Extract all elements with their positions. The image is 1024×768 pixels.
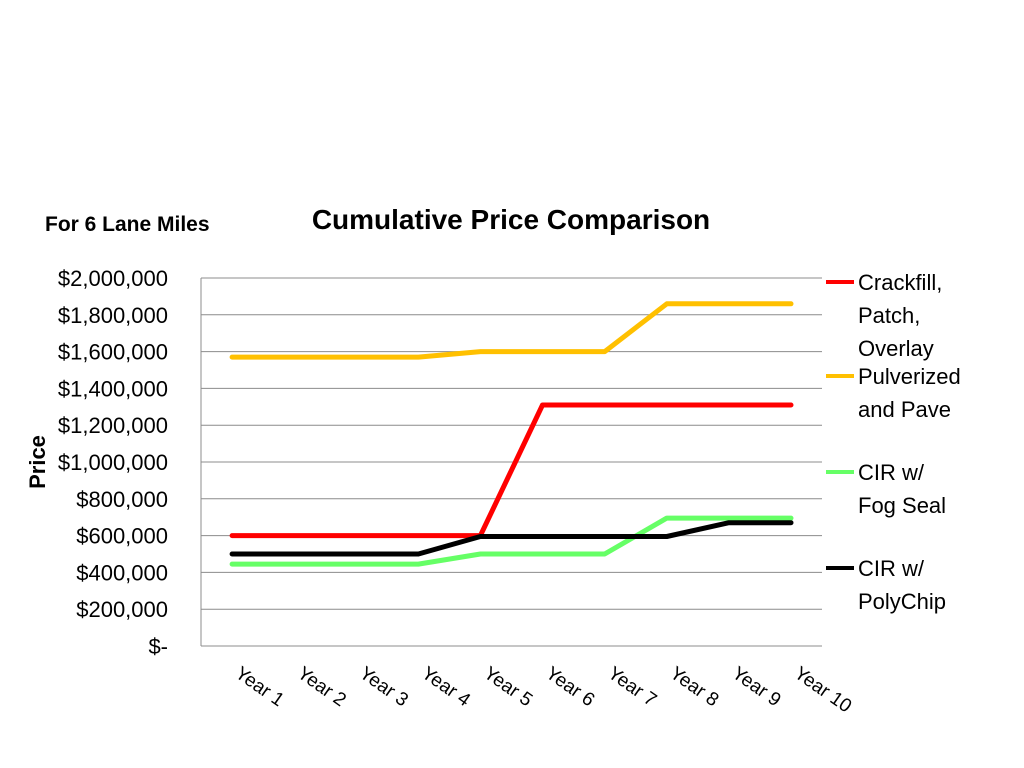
legend-label: Pulverized bbox=[858, 364, 961, 389]
y-tick-label: $1,800,000 bbox=[58, 303, 168, 328]
y-tick-label: $1,600,000 bbox=[58, 340, 168, 365]
y-tick-label: $800,000 bbox=[76, 487, 168, 512]
series-line bbox=[229, 520, 794, 557]
y-tick-label: $1,400,000 bbox=[58, 376, 168, 401]
y-tick-label: $1,200,000 bbox=[58, 413, 168, 438]
legend-label: Crackfill, bbox=[858, 270, 942, 295]
x-tick-label: Year 6 bbox=[542, 663, 598, 711]
y-axis-label: Price bbox=[25, 435, 50, 489]
y-tick-label: $400,000 bbox=[76, 560, 168, 585]
y-tick-label: $2,000,000 bbox=[58, 266, 168, 291]
y-tick-label: $1,000,000 bbox=[58, 450, 168, 475]
legend-label: CIR w/ bbox=[858, 556, 925, 581]
x-tick-label: Year 7 bbox=[604, 663, 660, 711]
legend-label: Fog Seal bbox=[858, 493, 946, 518]
legend-label: CIR w/ bbox=[858, 460, 925, 485]
series-line bbox=[229, 515, 794, 567]
x-tick-label: Year 10 bbox=[790, 663, 855, 717]
legend-label: Patch, bbox=[858, 303, 920, 328]
series-line bbox=[229, 402, 794, 539]
legend-label: and Pave bbox=[858, 397, 951, 422]
y-tick-label: $600,000 bbox=[76, 524, 168, 549]
x-tick-label: Year 8 bbox=[666, 663, 722, 711]
y-tick-label: $200,000 bbox=[76, 597, 168, 622]
x-tick-label: Year 2 bbox=[293, 663, 349, 711]
chart-title: Cumulative Price Comparison bbox=[312, 204, 710, 235]
y-tick-label: $- bbox=[148, 634, 168, 659]
x-tick-label: Year 3 bbox=[355, 663, 411, 711]
x-tick-label: Year 4 bbox=[417, 663, 474, 712]
series-line bbox=[229, 301, 794, 360]
chart-subtitle: For 6 Lane Miles bbox=[45, 213, 210, 236]
x-tick-label: Year 9 bbox=[728, 663, 784, 711]
x-tick-label: Year 1 bbox=[231, 663, 287, 711]
legend-label: Overlay bbox=[858, 336, 934, 361]
legend-label: PolyChip bbox=[858, 589, 946, 614]
x-tick-label: Year 5 bbox=[480, 663, 536, 711]
